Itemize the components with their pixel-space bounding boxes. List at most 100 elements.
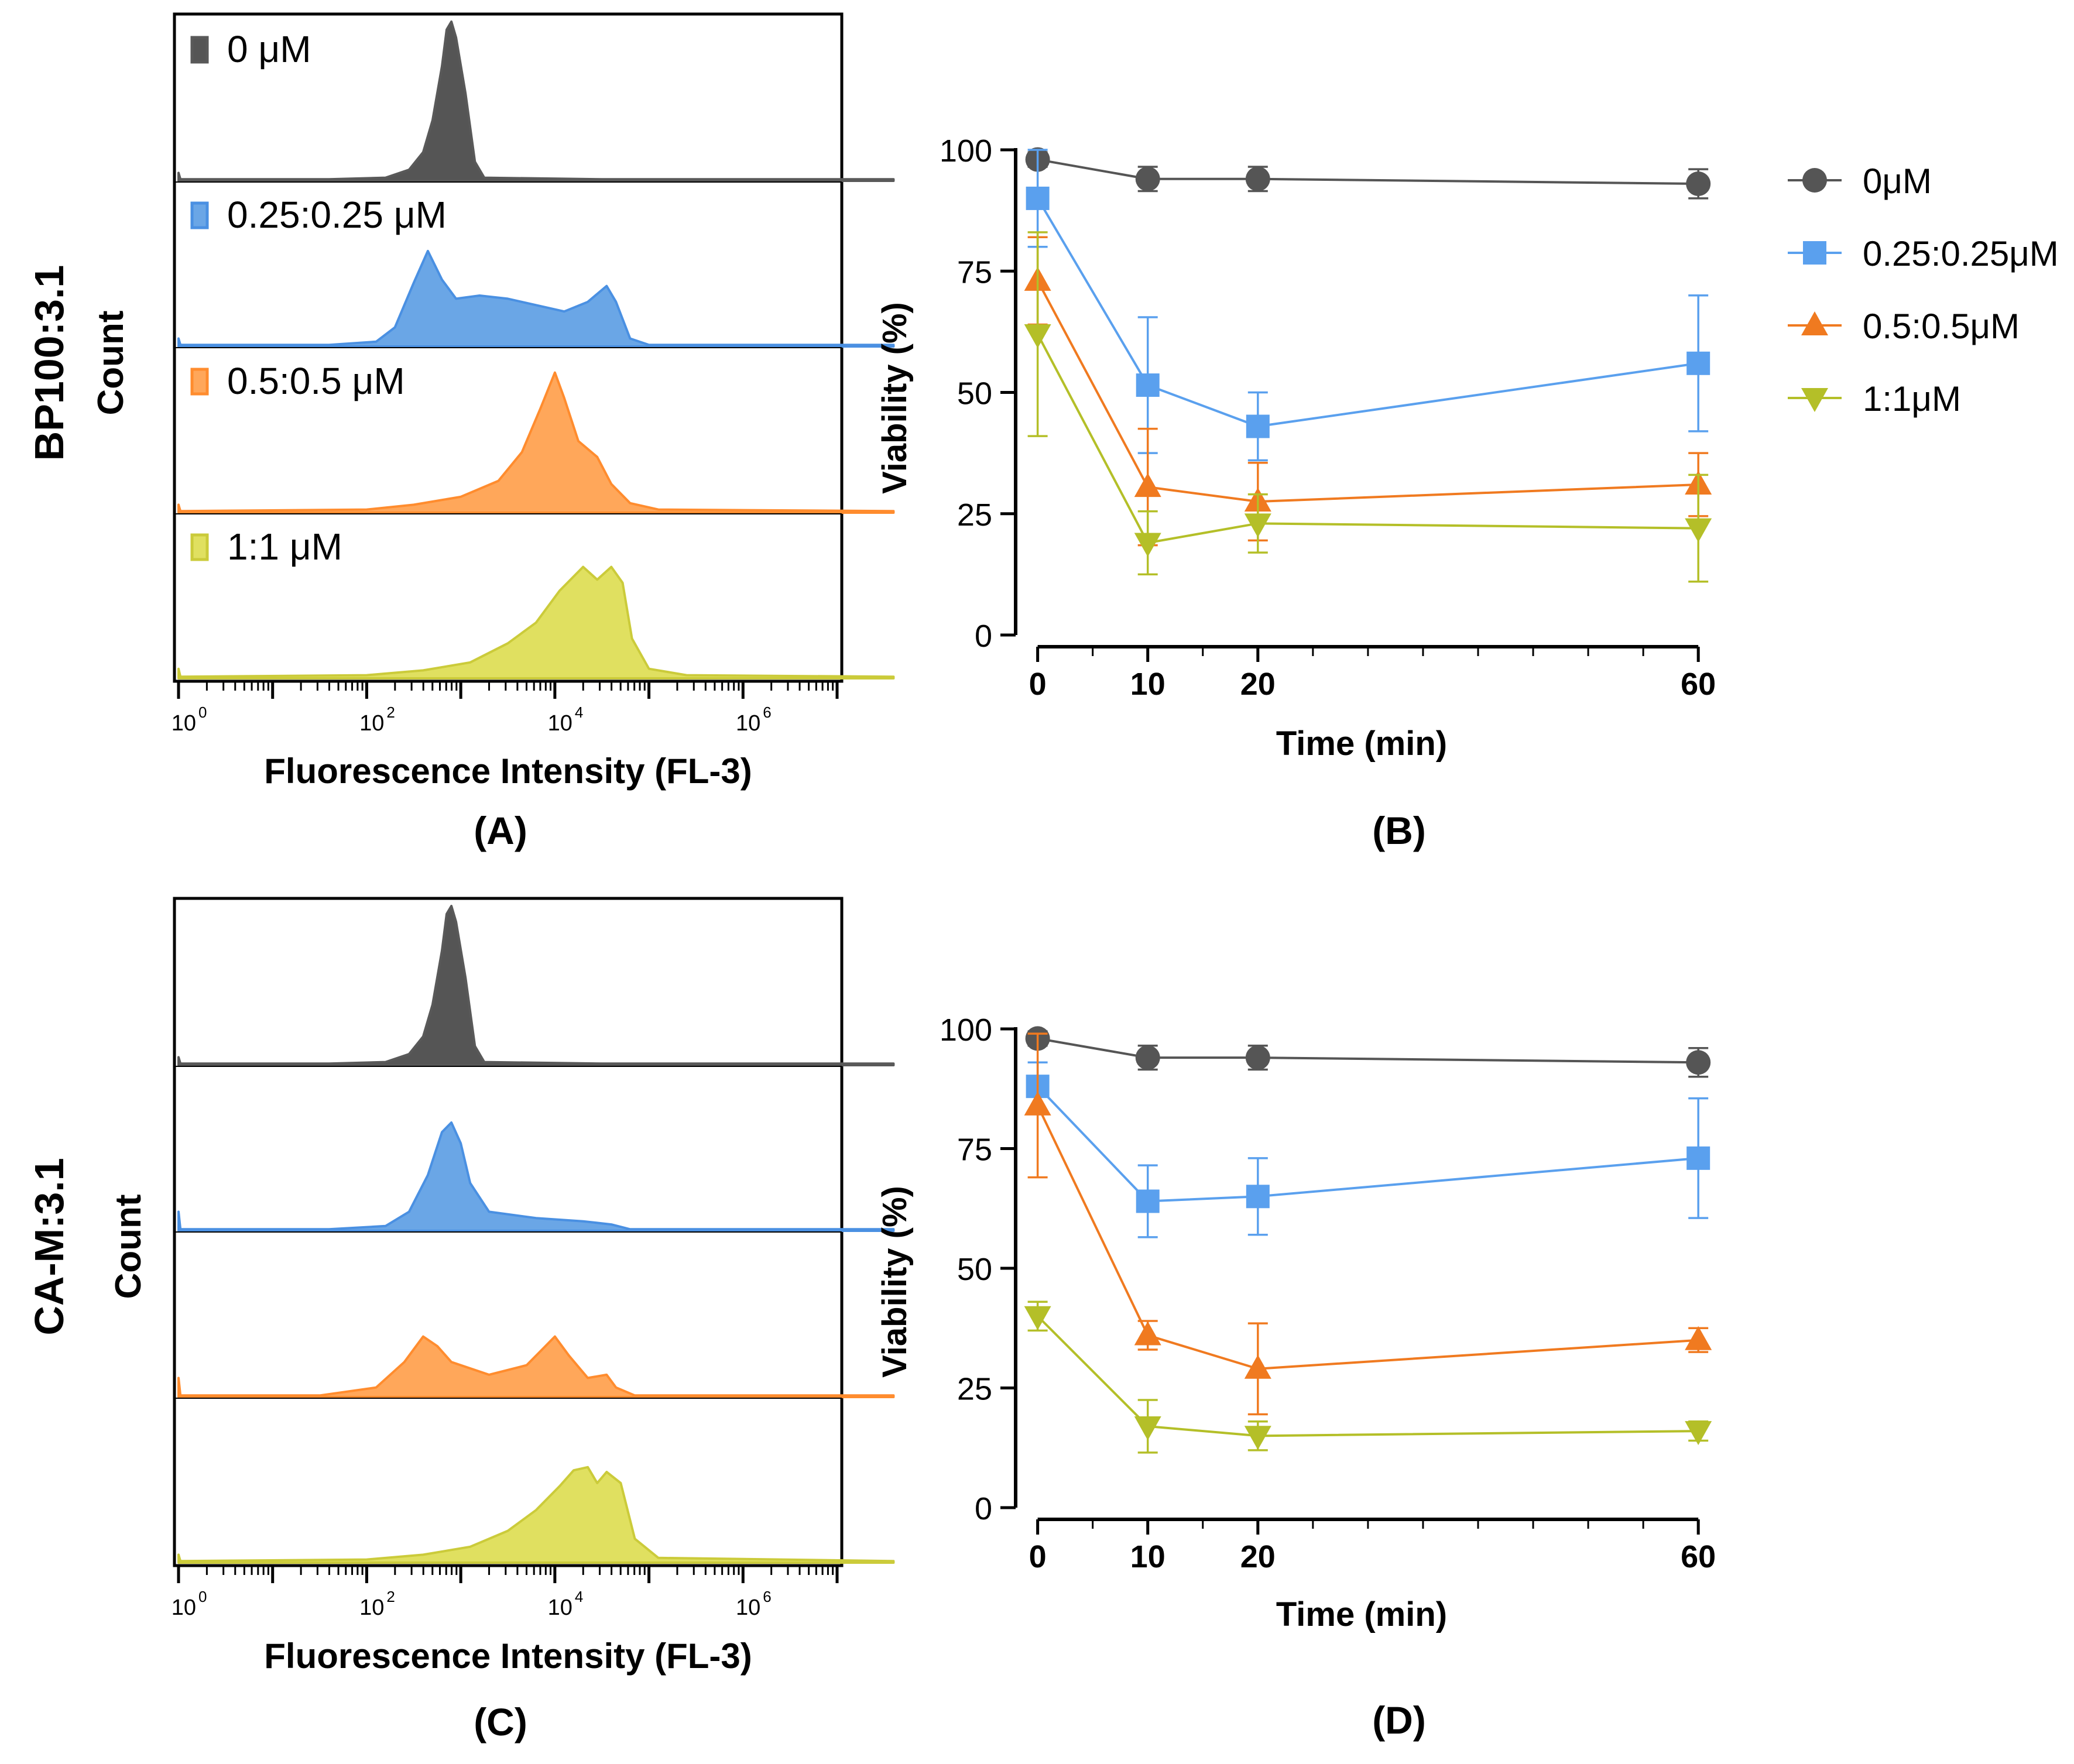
y-tick-label: 75 [957, 1132, 992, 1168]
y-tick-label: 50 [957, 376, 992, 411]
data-point [1024, 1306, 1051, 1330]
panel-c: CA-M:3.1 Count 10 0 10 2 10 4 10 6 Fluorescence… [26, 897, 895, 1744]
row-label-cam: CA-M:3.1 [26, 1158, 72, 1335]
data-point [1136, 373, 1160, 397]
legend-marker-2 [1803, 241, 1826, 265]
series-line-4 [1037, 1315, 1699, 1437]
tick-label-exp-2: 4 [575, 1588, 583, 1605]
legend-text-1: 0μM [1863, 162, 1932, 201]
legend-text-4: 1:1μM [1863, 379, 1961, 418]
panel-d: Viability (%) 0 25 50 75 100 0 10 20 60 Time (mi… [876, 1013, 1716, 1742]
legend-marker-3 [1801, 311, 1828, 335]
tick-label-exp-3: 6 [763, 703, 771, 721]
x-tick-label: 20 [1240, 667, 1276, 702]
x-tick-label: 60 [1681, 667, 1716, 702]
x-tick-label: 20 [1240, 1539, 1276, 1574]
data-point [1246, 1185, 1270, 1209]
y-tick-label: 25 [957, 497, 992, 533]
tick-label-1: 10 [359, 711, 384, 736]
legend-swatch-4 [190, 533, 209, 561]
panel-b-label: (B) [1372, 809, 1426, 852]
data-point [1135, 166, 1160, 191]
legend-swatch-2 [190, 201, 209, 229]
tick-label-exp-2: 4 [575, 703, 583, 721]
data-point [1246, 414, 1270, 438]
panel-a-ylabel: Count [91, 310, 131, 415]
data-point [1134, 1416, 1161, 1440]
histogram-1 [177, 20, 895, 182]
panel-a: BP100:3.1 Count 0 μM 0.25:0.25 μM 0.5:0.5 … [26, 12, 895, 852]
tick-label-3: 10 [736, 1595, 760, 1620]
series-line-2 [1037, 1085, 1699, 1203]
histogram-3 [177, 1335, 895, 1398]
legend-swatch-1 [190, 36, 209, 64]
legend-label-4: 1:1 μM [227, 526, 342, 568]
data-point [1024, 1091, 1051, 1116]
panel-c-x-axis: 10 0 10 2 10 4 10 6 [172, 1566, 839, 1620]
x-tick-label: 0 [1029, 1539, 1047, 1574]
data-point [1134, 1321, 1161, 1346]
x-tick-label: 0 [1029, 667, 1047, 702]
data-point [1244, 513, 1271, 538]
panel-d-plot: 0 25 50 75 100 0 10 20 60 [940, 1013, 1716, 1574]
data-point [1245, 1045, 1270, 1070]
tick-label-exp-0: 0 [198, 703, 207, 721]
panel-a-xlabel: Fluorescence Intensity (FL-3) [264, 751, 752, 791]
histogram-2 [177, 1121, 895, 1232]
series-line-4 [1036, 334, 1699, 544]
y-tick-label: 0 [975, 619, 992, 654]
histogram-3 [177, 371, 895, 514]
histogram-4 [177, 565, 895, 679]
data-point [1136, 1189, 1160, 1213]
y-tick-label: 50 [957, 1252, 992, 1287]
data-point [1686, 1146, 1710, 1170]
y-tick-label: 100 [940, 133, 992, 169]
data-point [1685, 1326, 1712, 1350]
panel-b-ylabel: Viability (%) [876, 302, 914, 494]
data-point [1245, 166, 1270, 191]
panel-d-ylabel: Viability (%) [876, 1186, 914, 1378]
x-tick-label: 10 [1130, 667, 1165, 702]
tick-label-1: 10 [359, 1595, 384, 1620]
data-point [1686, 1050, 1711, 1075]
tick-label-0: 10 [172, 1595, 196, 1620]
legend-marker-4 [1801, 388, 1828, 412]
legend-label-2: 0.25:0.25 μM [227, 194, 447, 236]
data-point [1685, 518, 1712, 543]
panel-c-label: (C) [474, 1700, 527, 1744]
histogram-4 [177, 1466, 895, 1564]
series-line-1 [1037, 158, 1699, 186]
panel-b: Viability (%) 0 25 50 75 100 0 10 20 60 Time (mi… [876, 133, 1716, 852]
x-tick-label: 10 [1130, 1539, 1165, 1574]
legend-swatch-3 [190, 368, 209, 396]
panel-a-x-axis: 10 0 10 2 10 4 10 6 [172, 681, 839, 736]
histogram-2 [177, 249, 895, 348]
data-point [1686, 351, 1710, 375]
panel-b-xlabel: Time (min) [1276, 725, 1447, 763]
panel-c-ylabel: Count [108, 1194, 149, 1299]
data-point [1135, 1045, 1160, 1070]
data-point [1134, 473, 1161, 497]
panel-b-plot: 0 25 50 75 100 0 10 20 60 [940, 133, 1716, 702]
panel-a-label: (A) [474, 809, 527, 852]
data-point [1244, 1426, 1271, 1450]
tick-label-exp-3: 6 [763, 1588, 771, 1605]
y-tick-label: 100 [940, 1013, 992, 1048]
legend-label-3: 0.5:0.5 μM [227, 360, 405, 402]
y-tick-label: 75 [957, 255, 992, 290]
tick-label-0: 10 [172, 711, 196, 736]
legend-marker-1 [1802, 168, 1827, 193]
panel-d-xlabel: Time (min) [1276, 1595, 1447, 1633]
tick-label-2: 10 [548, 1595, 573, 1620]
legend-text-2: 0.25:0.25μM [1863, 234, 2059, 273]
panel-c-xlabel: Fluorescence Intensity (FL-3) [264, 1636, 752, 1676]
row-label-bp100: BP100:3.1 [26, 265, 72, 461]
tick-label-2: 10 [548, 711, 573, 736]
data-point [1685, 1421, 1712, 1446]
series-line-3 [1036, 280, 1699, 503]
data-point [1024, 324, 1051, 349]
legend-label-1: 0 μM [227, 28, 311, 70]
tick-label-exp-1: 2 [386, 703, 395, 721]
data-point [1134, 533, 1161, 557]
